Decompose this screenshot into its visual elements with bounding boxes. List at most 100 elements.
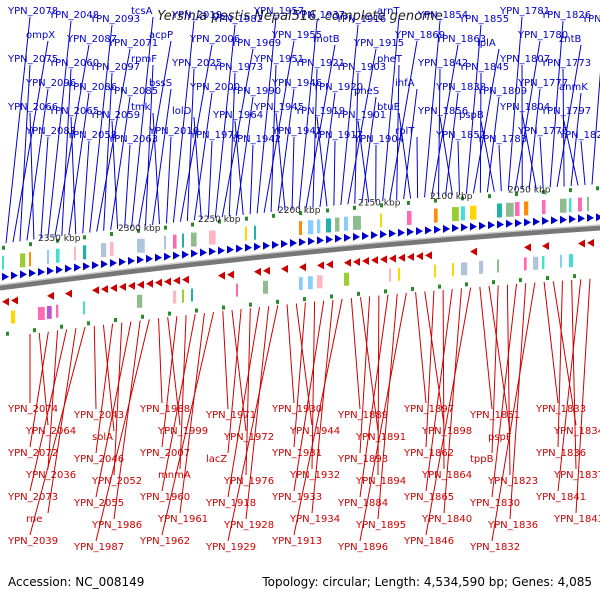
- svg-text:YPN_1884: YPN_1884: [337, 498, 388, 509]
- forward-gene-label: YPN_2078: [5, 6, 58, 244]
- svg-text:YPN_1934: YPN_1934: [289, 514, 340, 525]
- scale-label: 2150 kbp: [358, 198, 401, 208]
- green-tick: [573, 274, 576, 279]
- forward-gene-label: YPN_2000: [189, 82, 240, 221]
- reverse-gene-label: YPN_1976: [223, 308, 274, 487]
- svg-text:YPN_1832: YPN_1832: [469, 542, 520, 553]
- forward-gene-label: YPN_1807: [499, 54, 550, 190]
- green-tick: [56, 238, 59, 243]
- cog-band-forward: [434, 208, 438, 223]
- cog-band-reverse: [479, 260, 484, 274]
- cog-band-reverse: [308, 276, 313, 290]
- reverse-gene-label: YPN_2052: [91, 322, 142, 487]
- cog-band-reverse: [83, 301, 85, 315]
- svg-text:YPN_1976: YPN_1976: [223, 476, 274, 487]
- forward-gene-label: YPN_2048: [47, 10, 99, 238]
- reverse-gene-label: pspF: [488, 286, 512, 443]
- cog-band-forward: [164, 235, 167, 250]
- forward-gene-label: YPN_1974: [189, 130, 240, 219]
- cog-band-forward: [542, 200, 546, 215]
- forward-gene-arrow: [65, 264, 72, 273]
- svg-text:YPN_1838: YPN_1838: [435, 82, 486, 93]
- forward-gene-arrow: [101, 260, 108, 269]
- forward-gene-arrow: [335, 234, 342, 243]
- svg-text:YPN_1969: YPN_1969: [230, 38, 281, 49]
- svg-text:YPN_1962: YPN_1962: [139, 536, 190, 547]
- cog-band-reverse: [173, 290, 177, 304]
- svg-text:motB: motB: [313, 34, 340, 45]
- forward-gene-arrow: [578, 214, 585, 223]
- green-tick: [299, 211, 302, 216]
- green-tick: [168, 311, 171, 316]
- svg-text:YPN_1937: YPN_1937: [294, 10, 345, 21]
- cog-band-reverse: [389, 268, 392, 282]
- forward-gene-arrow: [191, 249, 198, 258]
- reverse-gene-arrow: [416, 252, 423, 261]
- svg-text:YPN_1792: YPN_1792: [581, 14, 600, 25]
- reverse-gene-label: YPN_2043: [73, 325, 124, 421]
- green-tick: [195, 308, 198, 313]
- reverse-gene-label: YPN_1851: [469, 286, 520, 421]
- green-tick: [411, 286, 414, 291]
- reverse-gene-label: YPN_1988: [139, 318, 190, 415]
- reverse-gene-label: YPN_2055: [73, 321, 132, 509]
- forward-gene-arrow: [443, 224, 450, 233]
- green-tick: [330, 294, 333, 299]
- forward-gene-label: YPN_1901: [335, 110, 386, 203]
- svg-text:YPN_1826: YPN_1826: [540, 10, 591, 21]
- forward-gene-label: YPN_1951: [253, 54, 304, 212]
- svg-text:YPN_2019: YPN_2019: [171, 10, 222, 21]
- cog-band-reverse: [497, 259, 499, 273]
- reverse-gene-arrow: [263, 266, 270, 275]
- svg-text:pspB: pspB: [459, 110, 484, 121]
- reverse-gene-label: YPN_2073: [7, 329, 68, 503]
- accession-label: Accession: NC_008149: [8, 575, 144, 589]
- reverse-gene-arrow: [578, 239, 585, 248]
- forward-gene-label: YPN_2066: [7, 102, 58, 240]
- svg-text:YPN_1825: YPN_1825: [558, 130, 600, 141]
- svg-text:YPN_1854: YPN_1854: [417, 10, 468, 21]
- reverse-gene-arrow: [137, 280, 144, 289]
- reverse-gene-label: YPN_1972: [223, 310, 274, 443]
- svg-text:YPN_1941: YPN_1941: [271, 126, 322, 137]
- forward-gene-arrow: [488, 221, 495, 230]
- reverse-gene-label: YPN_1929: [205, 305, 279, 553]
- svg-text:YPN_1863: YPN_1863: [435, 34, 486, 45]
- svg-text:YPN_1929: YPN_1929: [205, 542, 256, 553]
- svg-text:YPN_1869: YPN_1869: [394, 30, 445, 41]
- forward-gene-label: YPN_1781: [499, 6, 550, 191]
- reverse-gene-label: YPN_1893: [337, 296, 388, 465]
- forward-gene-label: YPN_1855: [458, 14, 509, 194]
- svg-text:YPN_1964: YPN_1964: [212, 110, 263, 121]
- forward-gene-arrow: [182, 250, 189, 259]
- svg-text:YPN_1933: YPN_1933: [271, 492, 322, 503]
- reverse-gene-label: YPN_1830: [469, 283, 520, 509]
- green-tick: [87, 321, 90, 326]
- green-tick: [303, 297, 306, 302]
- svg-text:YPN_1855: YPN_1855: [458, 14, 509, 25]
- forward-gene-label: bssS: [149, 78, 172, 226]
- svg-text:YPN_1913: YPN_1913: [271, 536, 322, 547]
- forward-gene-arrow: [308, 237, 315, 246]
- forward-gene-label: YPN_2093: [89, 14, 140, 233]
- svg-text:tcsA: tcsA: [131, 6, 153, 17]
- green-tick: [141, 314, 144, 319]
- green-tick: [357, 291, 360, 296]
- svg-text:pheS: pheS: [354, 86, 379, 97]
- svg-text:YPN_2007: YPN_2007: [139, 448, 190, 459]
- reverse-gene-label: YPN_1836: [487, 283, 538, 531]
- green-tick: [29, 242, 32, 247]
- cog-band-reverse: [560, 254, 562, 268]
- svg-text:YPN_1990: YPN_1990: [230, 86, 281, 97]
- forward-gene-label: YPN_1783: [476, 134, 527, 192]
- green-tick: [222, 305, 225, 310]
- forward-gene-label: YPN_1780: [514, 30, 568, 191]
- reverse-gene-label: YPN_1862: [403, 290, 454, 459]
- svg-text:YPN_1834: YPN_1834: [553, 426, 600, 437]
- svg-text:rplT: rplT: [395, 126, 415, 137]
- reverse-gene-arrow: [299, 263, 306, 272]
- svg-text:lplA: lplA: [477, 38, 496, 49]
- forward-gene-arrow: [551, 216, 558, 225]
- green-tick: [546, 276, 549, 281]
- genome-backbone: [0, 225, 600, 291]
